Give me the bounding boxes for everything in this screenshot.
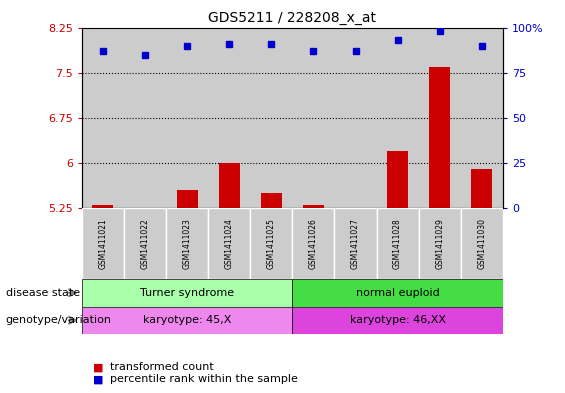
Bar <box>471 169 492 208</box>
Bar <box>461 208 503 279</box>
Text: GSM1411029: GSM1411029 <box>435 218 444 269</box>
Text: ■: ■ <box>93 374 104 384</box>
Bar <box>334 208 376 279</box>
Text: percentile rank within the sample: percentile rank within the sample <box>110 374 298 384</box>
Bar <box>376 208 419 279</box>
Text: GSM1411030: GSM1411030 <box>477 218 486 269</box>
Bar <box>376 28 419 208</box>
Bar <box>387 151 408 208</box>
Text: GSM1411026: GSM1411026 <box>309 218 318 269</box>
Text: GSM1411028: GSM1411028 <box>393 218 402 269</box>
Bar <box>166 208 208 279</box>
Bar <box>82 279 293 307</box>
Bar <box>124 208 166 279</box>
Bar <box>250 208 293 279</box>
Bar <box>261 193 282 208</box>
Text: transformed count: transformed count <box>110 362 214 373</box>
Text: disease state: disease state <box>6 288 80 298</box>
Bar <box>293 307 503 334</box>
Bar <box>429 67 450 208</box>
Bar <box>177 190 198 208</box>
Bar <box>293 28 334 208</box>
Text: GSM1411021: GSM1411021 <box>98 218 107 269</box>
Text: Turner syndrome: Turner syndrome <box>140 288 234 298</box>
Bar <box>461 28 503 208</box>
Bar <box>219 163 240 208</box>
Bar <box>250 28 293 208</box>
Bar <box>419 28 461 208</box>
Bar <box>208 28 250 208</box>
Text: karyotype: 45,X: karyotype: 45,X <box>143 315 231 325</box>
Text: genotype/variation: genotype/variation <box>6 315 112 325</box>
Text: GSM1411023: GSM1411023 <box>182 218 192 269</box>
Text: GSM1411022: GSM1411022 <box>141 218 150 269</box>
Text: karyotype: 46,XX: karyotype: 46,XX <box>350 315 446 325</box>
Bar <box>419 208 461 279</box>
Text: GSM1411025: GSM1411025 <box>267 218 276 269</box>
Bar <box>303 205 324 208</box>
Bar <box>293 279 503 307</box>
Bar <box>208 208 250 279</box>
Text: GSM1411024: GSM1411024 <box>225 218 234 269</box>
Bar <box>166 28 208 208</box>
Bar <box>82 307 293 334</box>
Bar <box>82 208 124 279</box>
Bar <box>124 28 166 208</box>
Text: GSM1411027: GSM1411027 <box>351 218 360 269</box>
Title: GDS5211 / 228208_x_at: GDS5211 / 228208_x_at <box>208 11 376 25</box>
Bar <box>82 28 124 208</box>
Bar <box>293 208 334 279</box>
Bar <box>93 205 114 208</box>
Text: normal euploid: normal euploid <box>356 288 440 298</box>
Bar <box>334 28 376 208</box>
Text: ■: ■ <box>93 362 104 373</box>
